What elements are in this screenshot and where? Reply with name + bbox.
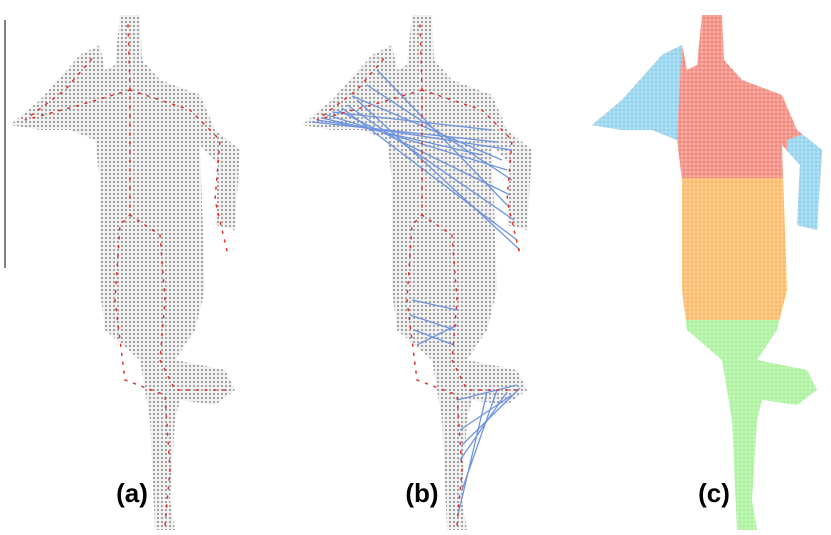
panel-a: (a)	[10, 15, 240, 530]
panel-b: (b)	[302, 15, 532, 530]
page: {"panels": [{"label": "(a)"}, {"label": …	[0, 0, 831, 535]
figure: (a) (b) (c)	[0, 0, 831, 530]
panel-label: (a)	[116, 478, 148, 508]
panel-c: (c)	[582, 0, 831, 530]
panel-label: (b)	[405, 478, 438, 508]
point-cloud	[10, 15, 240, 530]
segmented-cloud	[582, 0, 831, 530]
panel-label: (c)	[698, 478, 730, 508]
point-cloud	[302, 15, 532, 530]
